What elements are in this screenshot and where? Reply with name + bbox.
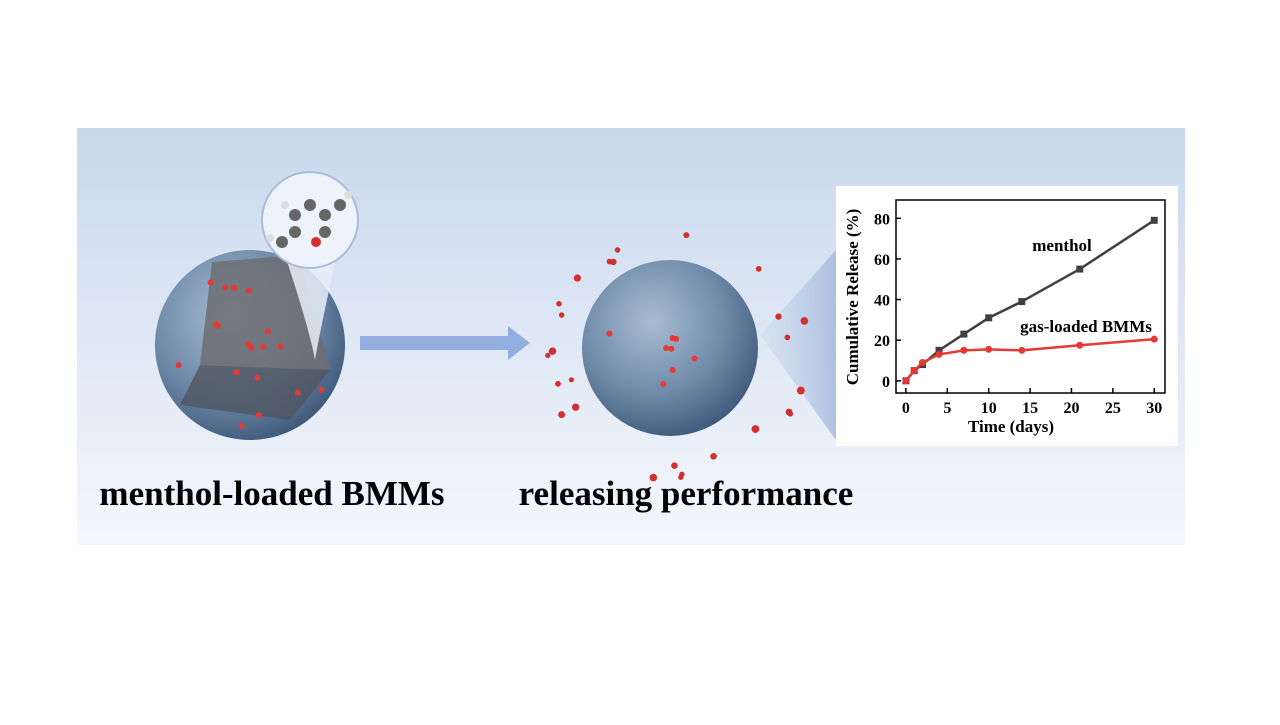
x-tick-label: 20 xyxy=(1063,400,1079,417)
chart-panel xyxy=(836,186,1178,446)
series-label: gas-loaded BMMs xyxy=(1020,317,1152,336)
particle xyxy=(751,425,760,433)
particle xyxy=(294,389,301,396)
particle xyxy=(545,352,551,359)
x-tick-label: 0 xyxy=(902,400,910,417)
particle xyxy=(606,258,613,265)
marker xyxy=(918,359,926,367)
marker xyxy=(935,350,943,358)
marker xyxy=(960,346,968,354)
particle xyxy=(678,474,684,480)
marker xyxy=(910,367,918,375)
marker xyxy=(1018,346,1026,354)
y-axis-label: Cumulative Release (%) xyxy=(843,209,862,386)
particle xyxy=(606,330,613,337)
marker xyxy=(1018,298,1026,306)
particle xyxy=(660,380,667,387)
y-tick-label: 80 xyxy=(874,211,890,228)
x-axis-label: Time (days) xyxy=(968,417,1054,436)
particle xyxy=(669,335,676,342)
arrow-shaft xyxy=(360,336,510,350)
particle xyxy=(555,380,561,387)
molecule-bubble xyxy=(261,171,359,269)
particle xyxy=(231,284,238,291)
particle xyxy=(264,328,271,335)
particle xyxy=(246,287,253,294)
particle xyxy=(318,386,325,393)
particle xyxy=(775,313,782,320)
particle xyxy=(238,422,245,429)
middle-label: releasing performance xyxy=(519,474,854,513)
x-tick-label: 10 xyxy=(981,400,997,417)
callout xyxy=(280,240,340,360)
x-tick-label: 30 xyxy=(1146,400,1162,417)
particle xyxy=(614,247,621,253)
particle xyxy=(556,300,562,307)
y-tick-label: 60 xyxy=(874,252,890,269)
marker xyxy=(1150,216,1158,224)
particle xyxy=(691,355,698,362)
particle xyxy=(255,412,262,419)
y-tick-label: 40 xyxy=(874,293,890,310)
particle xyxy=(710,453,717,460)
particle xyxy=(571,403,580,411)
x-tick-label: 15 xyxy=(1022,400,1038,417)
series-label: menthol xyxy=(1032,236,1092,255)
molecule xyxy=(266,191,352,248)
marker xyxy=(1150,335,1158,343)
y-tick-label: 0 xyxy=(882,374,890,391)
particle xyxy=(663,345,670,352)
y-tick-label: 20 xyxy=(874,333,890,350)
particle xyxy=(233,369,240,376)
arrow-head xyxy=(508,326,530,360)
particle xyxy=(668,345,675,352)
particle xyxy=(796,386,805,395)
marker xyxy=(1076,265,1084,273)
particle xyxy=(222,284,229,291)
particle xyxy=(558,312,565,318)
x-tick-label: 25 xyxy=(1105,400,1121,417)
particle xyxy=(573,274,582,282)
particle xyxy=(649,473,658,482)
particle xyxy=(568,377,574,383)
particle xyxy=(277,343,284,350)
particle xyxy=(800,317,809,325)
particles xyxy=(175,232,809,482)
particle xyxy=(213,321,220,328)
marker xyxy=(960,330,968,338)
marker xyxy=(1076,341,1084,349)
particle xyxy=(558,411,566,419)
particle xyxy=(683,232,690,239)
particle xyxy=(248,344,255,351)
particle xyxy=(254,374,261,381)
particle xyxy=(207,279,214,286)
particle xyxy=(671,462,678,469)
particle xyxy=(784,334,791,341)
marker xyxy=(935,346,943,354)
marker xyxy=(985,345,993,353)
particle xyxy=(669,367,676,374)
particle xyxy=(787,410,794,417)
cutaway-floor xyxy=(180,365,330,420)
particle xyxy=(259,344,266,351)
marker xyxy=(902,377,910,385)
left-label: menthol-loaded BMMs xyxy=(99,474,444,513)
particle xyxy=(755,266,762,272)
x-tick-label: 5 xyxy=(943,400,951,417)
zoom-beam xyxy=(760,250,836,440)
particle xyxy=(175,362,182,369)
marker xyxy=(985,314,993,322)
particle xyxy=(548,347,557,355)
